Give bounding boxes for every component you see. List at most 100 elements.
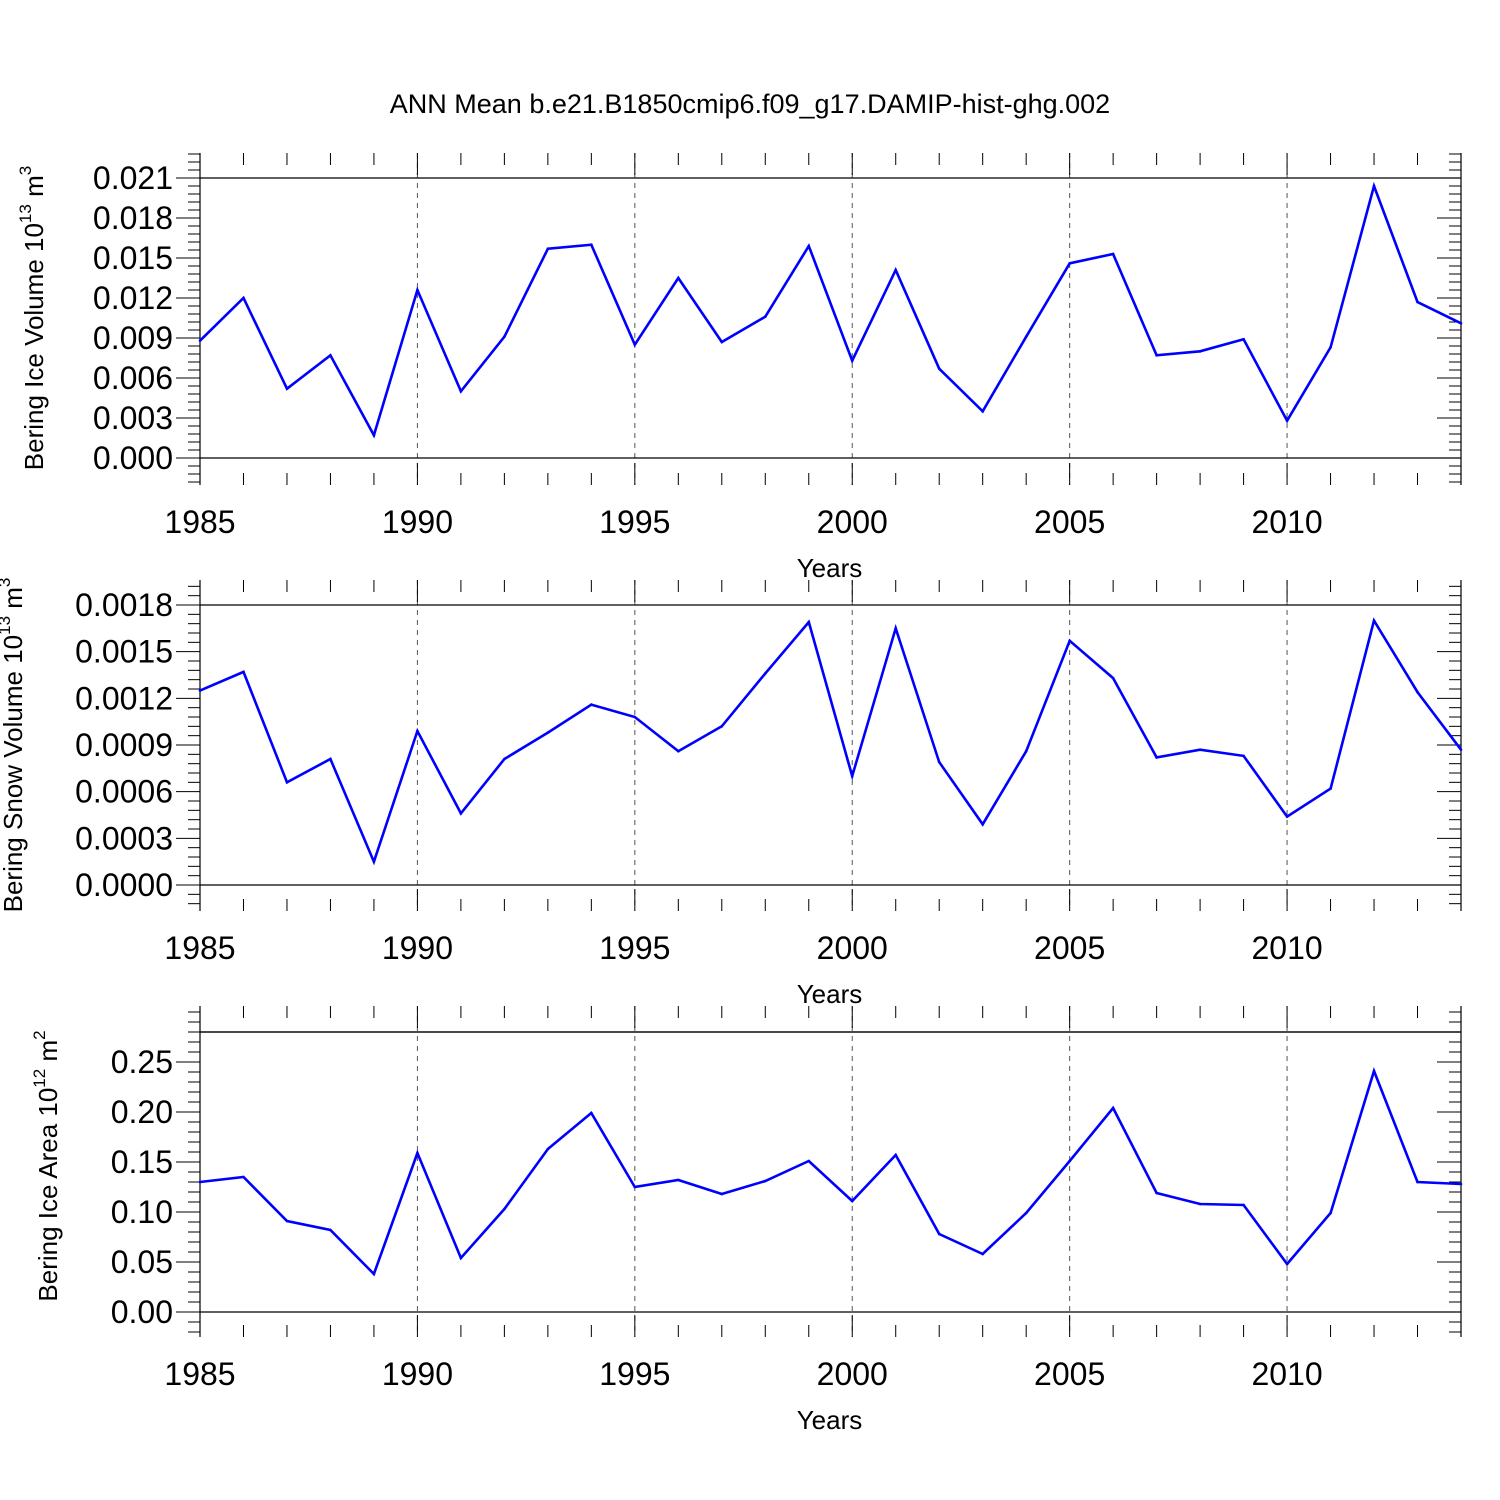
- snow-volume-data-point: [459, 812, 463, 815]
- snow-volume-data-point: [1459, 748, 1463, 751]
- ice-volume-data-point: [981, 410, 984, 413]
- snow-volume-xtick-label: 2005: [1034, 930, 1105, 966]
- ice-area-data-point: [1024, 1211, 1028, 1215]
- snow-volume-xtick-label: 2000: [817, 930, 888, 966]
- ice-volume-data-point: [807, 244, 811, 248]
- ice-area-data-point: [807, 1159, 811, 1163]
- ice-area-data-point: [1329, 1211, 1332, 1215]
- ice-area-data-point: [198, 1180, 202, 1184]
- ice-volume-data-point: [242, 296, 245, 300]
- snow-volume-xtick-label: 1995: [599, 930, 670, 966]
- ice-volume-ytick-label: 0.000: [93, 440, 173, 476]
- ice-volume-ytick-label: 0.015: [93, 240, 173, 276]
- ice-volume-data-point: [459, 390, 463, 393]
- ice-volume-ytick-label: 0.021: [93, 160, 173, 196]
- snow-volume-ytick-label: 0.0003: [75, 820, 173, 856]
- snow-volume-data-point: [1024, 749, 1028, 753]
- ice-volume-data-point: [1372, 184, 1376, 188]
- ice-area-xtick-label: 2000: [817, 1356, 888, 1392]
- ice-area-data-point: [1285, 1262, 1289, 1266]
- snow-volume-data-point: [1329, 787, 1332, 790]
- snow-volume-data-point: [590, 703, 593, 706]
- snow-volume-data-point: [1416, 690, 1419, 694]
- ice-volume-data-point: [1459, 322, 1463, 325]
- ice-volume-data-point: [894, 268, 898, 272]
- ice-area-data-point: [633, 1185, 637, 1189]
- ice-area-data-point: [1198, 1202, 1202, 1206]
- ice-volume-data-point: [503, 335, 506, 338]
- snow-volume-data-point: [763, 672, 767, 675]
- ice-area-ytick-label: 0.25: [111, 1044, 173, 1080]
- ice-area-ytick-label: 0.20: [111, 1094, 173, 1130]
- snow-volume-data-point: [1242, 754, 1245, 758]
- ice-area-data-point: [677, 1178, 680, 1182]
- snow-volume-data-point: [937, 760, 941, 764]
- snow-volume-data-point: [372, 860, 376, 863]
- ice-area-ytick-label: 0.10: [111, 1194, 173, 1230]
- ice-volume-data-point: [937, 367, 941, 370]
- ice-volume-data-point: [850, 359, 854, 362]
- ice-volume-xtick-label: 1985: [164, 504, 235, 540]
- snow-volume-data-point: [285, 781, 289, 784]
- ice-volume-data-point: [633, 343, 637, 346]
- ice-volume-ytick-label: 0.006: [93, 360, 173, 396]
- ice-area-xtick-label: 1995: [599, 1356, 670, 1392]
- ice-volume-y-axis-label-unit-exp: 3: [16, 166, 35, 175]
- ice-area-data-point: [285, 1219, 289, 1223]
- snow-volume-xtick-label: 1990: [382, 930, 453, 966]
- ice-volume-data-point: [546, 247, 550, 250]
- ice-area-data-point: [242, 1175, 245, 1179]
- ice-area-y-axis-label-unit-exp: 2: [30, 1030, 49, 1039]
- snow-volume-data-point: [807, 620, 811, 624]
- ice-volume-data-point: [1111, 252, 1115, 256]
- ice-area-xtick-label: 2005: [1034, 1356, 1105, 1392]
- ice-volume-xtick-label: 1995: [599, 504, 670, 540]
- ice-area-data-point: [503, 1207, 506, 1211]
- ice-area-data-point: [894, 1153, 898, 1157]
- snow-volume-y-axis-label-text: Bering Snow Volume 10: [0, 635, 28, 913]
- ice-area-data-point: [1416, 1180, 1419, 1184]
- ice-area-data-point: [590, 1111, 593, 1115]
- ice-volume-series-line: [199, 181, 1462, 439]
- snow-volume-y-axis-label-unit: m: [0, 587, 28, 616]
- ice-area-data-point: [720, 1192, 724, 1196]
- ice-volume-data-point: [285, 387, 289, 390]
- snow-volume-ytick-label: 0.0012: [75, 680, 173, 716]
- ice-area-ytick-label: 0.15: [111, 1144, 173, 1180]
- ice-volume-y-axis-label-text: Bering Ice Volume 10: [19, 223, 49, 470]
- ice-volume-data-point: [1198, 350, 1202, 353]
- snow-volume-xtick-label: 1985: [164, 930, 235, 966]
- ice-area-data-point: [372, 1272, 376, 1276]
- ice-volume-data-point: [416, 288, 419, 292]
- snow-volume-x-axis-label: Years: [797, 979, 863, 1009]
- ice-volume-data-point: [1285, 419, 1289, 422]
- snow-volume-data-point: [503, 757, 506, 761]
- ice-volume-data-point: [590, 243, 593, 246]
- ice-volume-y-axis-label-unit: m: [19, 175, 49, 204]
- snow-volume-data-point: [416, 729, 419, 733]
- snow-volume-data-point: [633, 715, 637, 719]
- snow-volume-data-point: [1198, 748, 1202, 751]
- ice-volume-data-point: [1068, 262, 1071, 265]
- snow-volume-data-point: [720, 725, 724, 728]
- ice-volume-data-point: [198, 339, 202, 342]
- ice-volume-data-point: [763, 315, 767, 318]
- ice-area-data-point: [329, 1228, 332, 1232]
- ice-volume-xtick-label: 2005: [1034, 504, 1105, 540]
- ice-area-data-point: [1372, 1069, 1376, 1073]
- ice-area-data-point: [416, 1151, 419, 1155]
- snow-volume-data-point: [1372, 619, 1376, 622]
- snow-volume-ytick-label: 0.0015: [75, 634, 173, 670]
- snow-volume-data-point: [198, 689, 202, 692]
- ice-volume-ytick-label: 0.012: [93, 280, 173, 316]
- ice-volume-xtick-label: 1990: [382, 504, 453, 540]
- ice-area-data-point: [1155, 1191, 1158, 1195]
- ice-area-y-axis-label-unit: m: [33, 1040, 63, 1069]
- snow-volume-data-point: [850, 774, 854, 778]
- snow-volume-data-point: [894, 627, 898, 630]
- ice-volume-ytick-label: 0.009: [93, 320, 173, 356]
- ice-volume-data-point: [329, 354, 332, 357]
- ice-volume-data-point: [720, 340, 724, 344]
- ice-volume-data-point: [1242, 338, 1245, 341]
